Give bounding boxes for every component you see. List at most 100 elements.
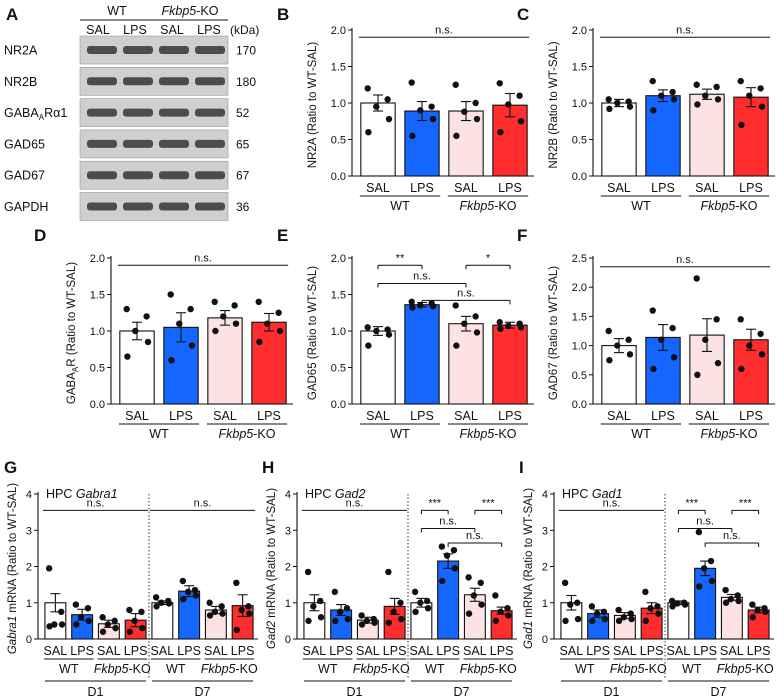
- data-point: [562, 617, 569, 625]
- blot-band: [195, 139, 225, 148]
- x-tick-label: SAL: [607, 181, 631, 195]
- data-point: [84, 604, 92, 612]
- data-point: [452, 302, 459, 309]
- group-label: WT: [425, 662, 445, 676]
- blot-band: [195, 202, 225, 211]
- significance-label: ***: [685, 497, 699, 509]
- data-point: [245, 603, 252, 610]
- x-tick-label: LPS: [169, 409, 193, 423]
- y-tick-label: 4: [542, 489, 548, 501]
- y-tick-label: 0.0: [90, 399, 105, 411]
- data-point: [450, 546, 458, 554]
- data-point: [647, 604, 654, 612]
- x-tick-label: SAL: [454, 409, 478, 423]
- data-point: [112, 624, 119, 632]
- data-point: [681, 601, 689, 608]
- data-point: [46, 623, 53, 630]
- group-label: WT: [59, 662, 79, 676]
- data-point: [126, 628, 133, 635]
- blot-band: [87, 46, 117, 54]
- data-point: [397, 599, 404, 606]
- data-point: [700, 565, 708, 572]
- blot-band: [159, 77, 189, 86]
- data-point: [714, 96, 722, 103]
- data-point: [188, 342, 196, 349]
- x-tick-label: LPS: [693, 644, 717, 658]
- data-point: [158, 599, 165, 606]
- chart-B: B 0.0 0.5 1.0 1.5 2.0 NR2A (Ratio to WT-SAL) SA…: [277, 5, 534, 213]
- blot-band: [123, 202, 153, 211]
- data-point: [409, 132, 416, 140]
- y-tick-label: 1.5: [572, 62, 587, 74]
- data-point: [574, 615, 582, 623]
- data-point: [472, 313, 479, 320]
- blot-label-1: NR2B: [4, 75, 37, 89]
- data-point: [650, 107, 657, 114]
- significance-label: n.s.: [676, 24, 694, 36]
- data-point: [696, 583, 703, 590]
- x-tick-label: LPS: [436, 644, 460, 658]
- data-point: [505, 101, 512, 108]
- y-axis-label: GAD67 (Ratio to WT-SAL): [548, 266, 560, 400]
- y-tick-label: 1.5: [572, 311, 587, 323]
- data-point: [390, 608, 397, 616]
- y-axis-label: Gad1 mRNA (Ratio to WT-SAL): [523, 488, 535, 649]
- data-point: [453, 342, 460, 349]
- data-point: [670, 96, 678, 103]
- significance-label: n.s.: [413, 271, 431, 283]
- data-point: [231, 302, 238, 309]
- group-label: WT: [390, 199, 410, 213]
- data-point: [256, 338, 263, 346]
- x-tick-label: SAL: [125, 409, 149, 423]
- data-point: [593, 610, 601, 617]
- y-tick-label: 0: [285, 634, 291, 646]
- y-tick-label: 1.0: [331, 326, 346, 338]
- data-point: [317, 597, 324, 605]
- group-label: Fkbp5-KO: [460, 427, 517, 441]
- data-point: [605, 96, 612, 103]
- bar-lps-5: [437, 560, 460, 640]
- group-label: WT: [166, 662, 186, 676]
- data-point: [99, 628, 107, 635]
- y-tick-label: 0.0: [331, 399, 346, 411]
- x-tick-label: SAL: [695, 409, 719, 423]
- data-point: [212, 327, 219, 335]
- data-point: [668, 597, 676, 605]
- blot-kda-1: 180: [236, 75, 256, 89]
- y-tick-label: 0.0: [331, 171, 346, 183]
- data-point: [674, 600, 681, 607]
- data-point: [373, 327, 380, 335]
- data-point: [371, 619, 378, 626]
- y-tick-label: 2: [26, 562, 32, 574]
- data-point: [384, 326, 391, 333]
- data-point: [754, 606, 761, 614]
- data-point: [605, 327, 612, 335]
- significance-label: n.s.: [87, 497, 105, 509]
- blot-group-wt: WT: [107, 4, 127, 18]
- day-label-D7: D7: [454, 685, 470, 698]
- data-point: [132, 327, 139, 335]
- panel-label-A: A: [6, 5, 18, 24]
- x-tick-label: SAL: [151, 644, 175, 658]
- data-point: [443, 552, 451, 559]
- data-point: [669, 603, 676, 610]
- y-tick-label: 4: [26, 489, 32, 501]
- data-point: [111, 617, 118, 625]
- y-tick-label: 0.0: [572, 171, 587, 183]
- data-point: [211, 298, 218, 305]
- data-point: [614, 99, 621, 107]
- y-tick-label: 3: [542, 525, 548, 537]
- data-point: [465, 574, 472, 581]
- data-point: [601, 615, 609, 623]
- blot-band: [123, 77, 153, 86]
- data-point: [453, 132, 460, 140]
- data-point: [737, 77, 744, 85]
- data-point: [470, 592, 478, 599]
- data-point: [626, 103, 634, 110]
- data-point: [625, 336, 632, 343]
- y-tick-label: 1.5: [331, 290, 346, 302]
- data-point: [496, 80, 503, 87]
- data-point: [365, 342, 372, 349]
- data-point: [144, 338, 152, 346]
- x-tick-label: LPS: [651, 181, 675, 195]
